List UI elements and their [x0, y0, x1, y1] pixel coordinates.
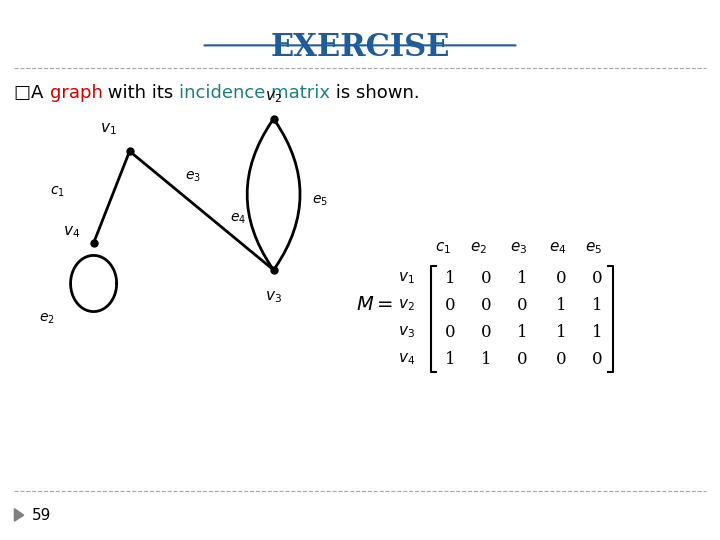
Text: 1: 1 — [557, 323, 567, 341]
Text: 0: 0 — [517, 296, 527, 314]
Text: 0: 0 — [517, 350, 527, 368]
Text: 0: 0 — [481, 323, 491, 341]
Text: with its: with its — [102, 84, 179, 102]
Text: $e_3$: $e_3$ — [510, 240, 527, 256]
Text: 0: 0 — [445, 323, 455, 341]
Text: $v_3$: $v_3$ — [398, 324, 415, 340]
Text: $e_3$: $e_3$ — [185, 170, 201, 184]
Text: 1: 1 — [445, 350, 455, 368]
Text: $v_3$: $v_3$ — [265, 289, 282, 305]
Text: 1: 1 — [557, 296, 567, 314]
Text: is shown.: is shown. — [330, 84, 420, 102]
Text: $e_2$: $e_2$ — [39, 312, 55, 326]
Text: 1: 1 — [481, 350, 491, 368]
Text: $e_5$: $e_5$ — [312, 194, 328, 208]
Text: 0: 0 — [593, 350, 603, 368]
Text: 1: 1 — [517, 323, 527, 341]
Text: 0: 0 — [481, 296, 491, 314]
Text: $v_4$: $v_4$ — [398, 351, 415, 367]
Text: 0: 0 — [593, 269, 603, 287]
Text: 0: 0 — [557, 269, 567, 287]
Text: graph: graph — [50, 84, 102, 102]
Text: $v_1$: $v_1$ — [398, 270, 415, 286]
Polygon shape — [14, 509, 24, 521]
Text: $v_2$: $v_2$ — [398, 297, 415, 313]
Text: 1: 1 — [593, 296, 603, 314]
Text: 0: 0 — [481, 269, 491, 287]
Text: $v_4$: $v_4$ — [63, 224, 81, 240]
Text: $c_1$: $c_1$ — [435, 240, 451, 256]
Text: $c_1$: $c_1$ — [50, 185, 65, 199]
Text: 59: 59 — [32, 508, 51, 523]
Text: $e_2$: $e_2$ — [470, 240, 487, 256]
Text: 1: 1 — [445, 269, 455, 287]
Text: $v_1$: $v_1$ — [99, 122, 117, 138]
Text: $e_4$: $e_4$ — [230, 212, 246, 226]
Text: 0: 0 — [445, 296, 455, 314]
Text: 1: 1 — [593, 323, 603, 341]
Text: EXERCISE: EXERCISE — [270, 32, 450, 63]
Text: $e_4$: $e_4$ — [549, 240, 567, 256]
Text: $e_5$: $e_5$ — [585, 240, 603, 256]
Text: $v_2$: $v_2$ — [265, 89, 282, 105]
Text: □A: □A — [14, 84, 50, 102]
Text: 0: 0 — [557, 350, 567, 368]
Text: $M =$: $M =$ — [356, 296, 393, 314]
Text: incidence matrix: incidence matrix — [179, 84, 330, 102]
Text: 1: 1 — [517, 269, 527, 287]
